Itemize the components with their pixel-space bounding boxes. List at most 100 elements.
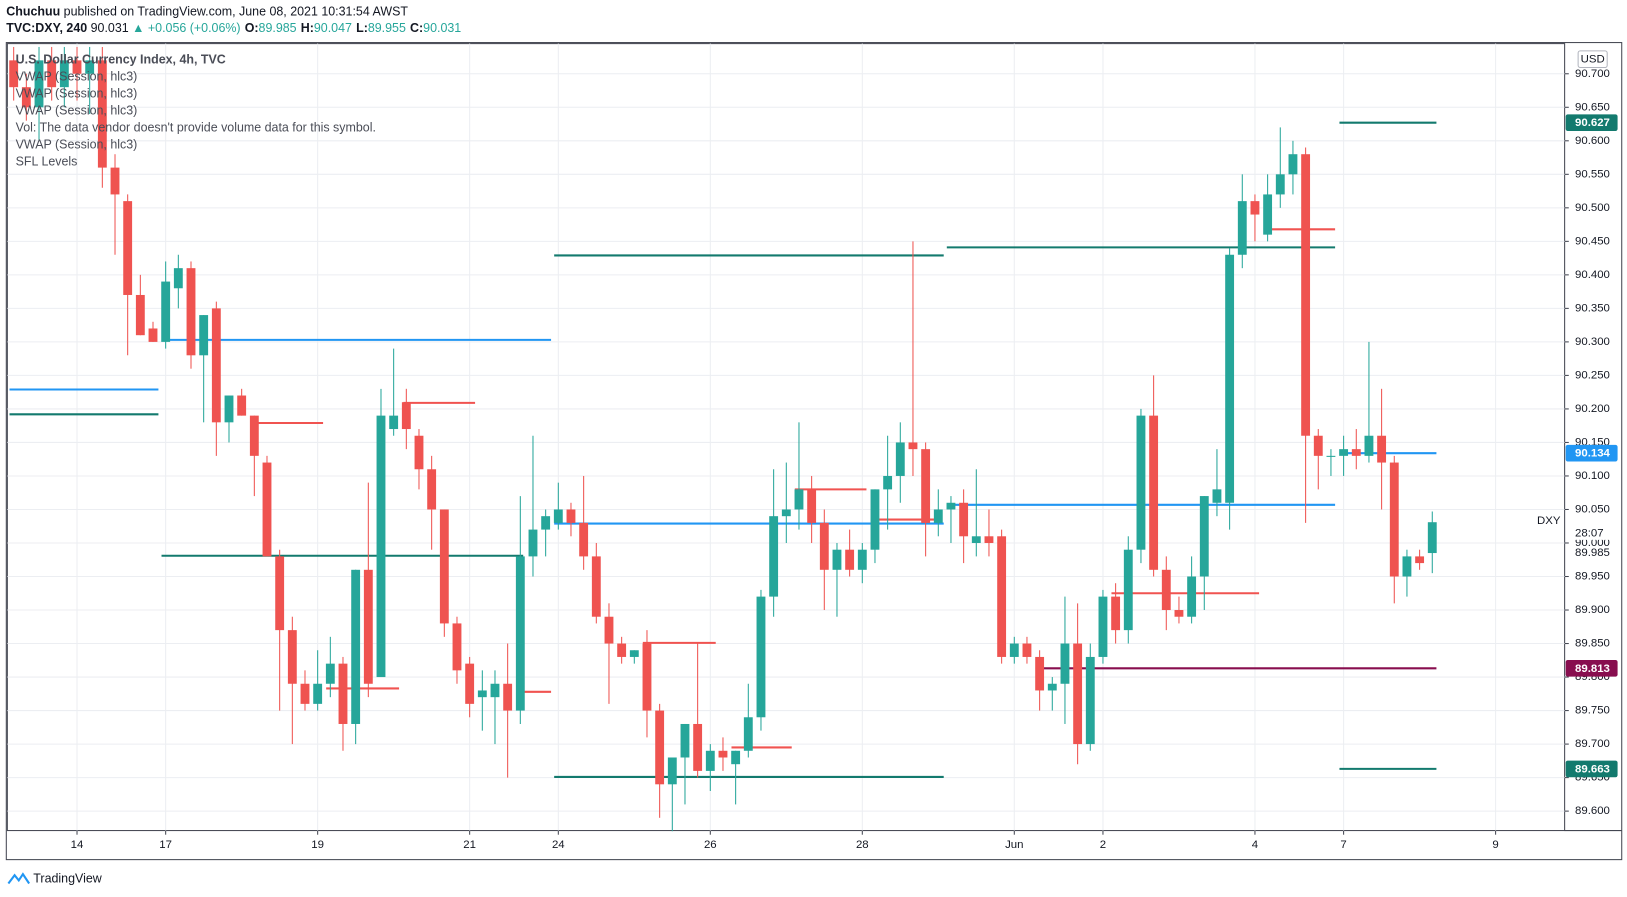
last-price: 90.031 <box>91 21 129 35</box>
ohlc-value: 89.985 <box>259 21 297 35</box>
x-tick-label: 17 <box>159 839 172 851</box>
change: ▲ +0.056 (+0.06%) <box>132 21 240 35</box>
candle-body <box>34 60 44 108</box>
candle-body <box>1263 194 1273 235</box>
candle-body <box>667 757 677 785</box>
candle-body <box>186 268 196 356</box>
candle-body <box>971 536 981 543</box>
ohlc-key: L: <box>356 21 368 35</box>
candle-body <box>1326 455 1336 457</box>
price-badge <box>1565 660 1618 677</box>
candle-body <box>579 522 589 557</box>
ohlc-value: 89.955 <box>368 21 406 35</box>
symbol-line: TVC:DXY, 240 90.031 ▲ +0.056 (+0.06%) O:8… <box>6 21 461 35</box>
price-badge-label: 89.813 <box>1575 663 1610 675</box>
candle-body <box>1149 415 1159 570</box>
candle-body <box>591 556 601 617</box>
price-badge <box>1565 444 1618 462</box>
y-tick-label: 90.500 <box>1575 202 1610 214</box>
candle-body <box>642 643 652 711</box>
candle-body <box>338 663 348 724</box>
x-tick-label: 2 <box>1100 839 1106 851</box>
legend: U.S. Dollar Currency Index, 4h, TVC VWAP … <box>16 52 376 168</box>
candle-body <box>1389 462 1399 577</box>
y-tick-label: 90.200 <box>1575 403 1610 415</box>
y-tick-label: 90.550 <box>1575 168 1610 180</box>
candle-body <box>1187 576 1197 617</box>
candle-body <box>883 475 893 490</box>
x-tick-label: 9 <box>1492 839 1498 851</box>
candle-body <box>541 516 551 530</box>
candle-body <box>1098 596 1108 657</box>
candle-body <box>959 502 969 537</box>
candle-body <box>135 294 145 336</box>
y-tick-label: 90.350 <box>1575 302 1610 314</box>
y-tick-label: 90.600 <box>1575 135 1610 147</box>
candle-body <box>287 630 297 684</box>
candle-body <box>1022 643 1032 657</box>
candle-body <box>439 509 449 624</box>
countdown-box <box>1566 527 1619 540</box>
outer-frame <box>5 42 1623 861</box>
legend-entry: U.S. Dollar Currency Index, 4h, TVC <box>16 52 226 66</box>
candle-body <box>21 87 31 108</box>
footer-logo: TradingView <box>7 872 103 886</box>
currency: USD <box>1581 54 1605 66</box>
legend-entry: Vol: The data vendor doesn't provide vol… <box>16 121 376 135</box>
ohlc-key: O: <box>245 21 259 35</box>
candle-body <box>1250 201 1260 215</box>
ohlc-key: H: <box>301 21 314 35</box>
candle-body <box>110 167 120 195</box>
publisher: Chuchuu <box>6 5 60 19</box>
legend-entry: VWAP (Session, hlc3) <box>16 70 138 84</box>
y-tick-label: 90.050 <box>1575 503 1610 515</box>
candle-body <box>47 60 57 88</box>
candle-body <box>1237 201 1247 255</box>
candle-body <box>629 650 639 657</box>
legend-entry: VWAP (Session, hlc3) <box>16 138 138 152</box>
candle-body <box>693 723 703 771</box>
candle-body <box>807 489 817 523</box>
x-tick-label: 26 <box>704 839 717 851</box>
candle-body <box>313 683 323 704</box>
candle-body <box>161 281 171 342</box>
y-tick-label: 90.450 <box>1575 235 1610 247</box>
candle-body <box>1111 596 1121 631</box>
candle-body <box>389 415 399 430</box>
x-tick-label: 24 <box>552 839 565 851</box>
published: published on TradingView.com, June 08, 2… <box>64 5 409 19</box>
candle-body <box>1225 254 1235 503</box>
candle-body <box>224 395 234 423</box>
candle-body <box>1047 683 1057 691</box>
candle-body <box>528 529 538 557</box>
candle-body <box>781 509 791 517</box>
candle-body <box>908 442 918 450</box>
levels <box>9 121 1437 778</box>
candle-body <box>1351 449 1361 456</box>
y-tick-label: 90.000 <box>1575 537 1610 549</box>
candle-body <box>452 623 462 671</box>
candle-body <box>870 489 880 550</box>
candle-body <box>1035 656 1045 691</box>
candle-body <box>845 549 855 570</box>
x-tick-label: 14 <box>71 839 84 851</box>
candle-body <box>617 643 627 657</box>
y-tick-label: 90.250 <box>1575 369 1610 381</box>
candle-body <box>85 60 95 74</box>
candle-body <box>984 536 994 543</box>
countdown: 28:07 <box>1575 528 1604 540</box>
price-marker-label: DXY <box>1537 515 1561 527</box>
candle-body <box>1301 154 1311 436</box>
legend-entry: VWAP (Session, hlc3) <box>16 87 138 101</box>
candle-body <box>1123 549 1133 631</box>
y-tick-label: 89.700 <box>1575 738 1610 750</box>
candle-body <box>743 717 753 751</box>
candle-body <box>566 509 576 523</box>
candle-body <box>97 60 107 168</box>
candle-body <box>515 556 525 711</box>
x-tick-label: 7 <box>1340 839 1346 851</box>
logo <box>7 872 31 885</box>
candle-body <box>1060 643 1070 684</box>
candle-body <box>1212 489 1222 503</box>
